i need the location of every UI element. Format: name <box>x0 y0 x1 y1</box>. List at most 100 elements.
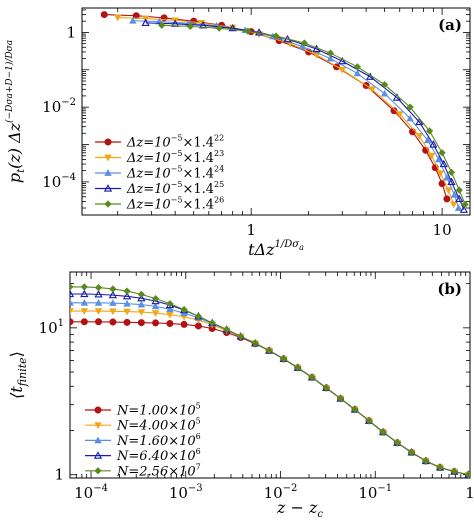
legend-marker <box>94 467 102 475</box>
data-point <box>406 103 414 111</box>
legend-item: N=2.56×107 <box>85 462 201 479</box>
x-tick-label: 10−4 <box>74 483 108 502</box>
legend-item: Δz=10−5×1.423 <box>95 149 224 166</box>
data-point <box>461 200 469 209</box>
legend-item: N=1.60×106 <box>85 432 201 449</box>
data-point <box>114 14 122 22</box>
data-point <box>464 471 470 478</box>
data-point <box>429 140 438 148</box>
legend-marker <box>93 451 103 459</box>
data-point <box>365 417 373 425</box>
data-point <box>215 24 223 32</box>
data-point <box>450 191 459 198</box>
data-point <box>351 405 359 414</box>
y-tick-label: 1 <box>66 23 76 41</box>
data-point <box>380 89 389 97</box>
data-point <box>70 299 74 306</box>
data-point <box>272 32 280 40</box>
data-point <box>158 21 166 29</box>
plot-frame <box>81 7 471 216</box>
data-point <box>180 320 188 328</box>
data-point <box>393 439 401 447</box>
x-axis-title: z − zc <box>276 498 323 520</box>
data-point <box>109 308 117 316</box>
y-tick-label: 1 <box>54 466 64 484</box>
data-point <box>151 310 160 317</box>
legend-marker <box>94 436 102 444</box>
data-point <box>251 339 259 347</box>
x-axis-title: tΔz1/Dσa <box>248 239 304 259</box>
data-point <box>326 49 335 57</box>
data-point <box>122 291 132 300</box>
series-layer <box>100 11 469 213</box>
data-point <box>137 309 146 316</box>
legend-label: Δz=10−5×1.425 <box>126 180 224 197</box>
data-point <box>447 177 456 185</box>
data-point <box>435 155 443 163</box>
data-point <box>141 18 150 26</box>
data-point <box>109 285 117 293</box>
data-point <box>166 305 174 313</box>
panel-b: 10−4 10−3 10−2 10−1 1 1 101 (b) z − zc ⟨tfinite⟩ N… <box>7 271 474 520</box>
data-point <box>100 11 108 19</box>
data-point <box>436 170 445 178</box>
data-point <box>223 325 231 334</box>
data-point <box>254 28 264 36</box>
data-point <box>237 332 245 340</box>
data-point <box>80 299 89 306</box>
panel-label: (b) <box>437 280 462 298</box>
data-point <box>94 283 103 292</box>
legend-marker <box>104 200 112 208</box>
legend-item: N=6.40×106 <box>85 447 201 464</box>
data-point <box>322 384 330 392</box>
data-point <box>166 311 174 319</box>
series-layer <box>70 283 470 478</box>
data-point <box>415 117 424 126</box>
data-point <box>409 128 417 136</box>
legend-item: Δz=10−5×1.424 <box>95 165 224 182</box>
data-point <box>449 201 458 209</box>
data-point <box>123 318 131 326</box>
legend-marker <box>104 154 112 162</box>
data-point <box>171 19 180 27</box>
series-5 <box>70 283 470 478</box>
data-point <box>425 127 434 135</box>
legend-marker <box>94 406 102 414</box>
data-point <box>336 394 345 403</box>
data-point <box>338 66 346 74</box>
data-point <box>152 319 160 327</box>
data-point <box>265 346 273 355</box>
data-point <box>151 295 160 303</box>
data-point <box>396 111 404 118</box>
legend-label: N=1.00×105 <box>116 402 201 419</box>
data-point <box>80 283 88 291</box>
data-point <box>353 69 362 77</box>
legend-label: Δz=10−5×1.426 <box>126 196 224 213</box>
legend-marker <box>103 184 113 192</box>
data-point <box>280 355 288 363</box>
data-point <box>70 289 75 298</box>
x-tick-label: 10−3 <box>169 483 203 502</box>
legend-label: N=4.00×105 <box>116 417 201 434</box>
legend-marker <box>104 169 112 176</box>
data-point <box>208 319 216 327</box>
data-point <box>300 39 309 47</box>
legend-item: N=1.00×105 <box>85 402 201 419</box>
legend-label: N=6.40×106 <box>116 447 201 464</box>
plot-frame <box>69 271 471 479</box>
data-point <box>186 22 194 31</box>
data-point <box>422 457 430 465</box>
data-point <box>455 194 464 203</box>
data-point <box>407 448 416 456</box>
legend-label: N=1.60×106 <box>116 432 201 449</box>
data-point <box>151 296 160 305</box>
data-point <box>80 308 89 315</box>
data-point <box>353 63 362 71</box>
panel-a: 1 10 1 10−2 10−4 (a) tΔz1/Dσa pt(z) Δz(−Dσa+D−1… <box>4 7 471 259</box>
data-point <box>455 186 463 194</box>
data-point <box>436 463 444 472</box>
legend-item: Δz=10−5×1.425 <box>95 180 224 197</box>
data-point <box>439 159 448 168</box>
data-point <box>447 168 456 176</box>
